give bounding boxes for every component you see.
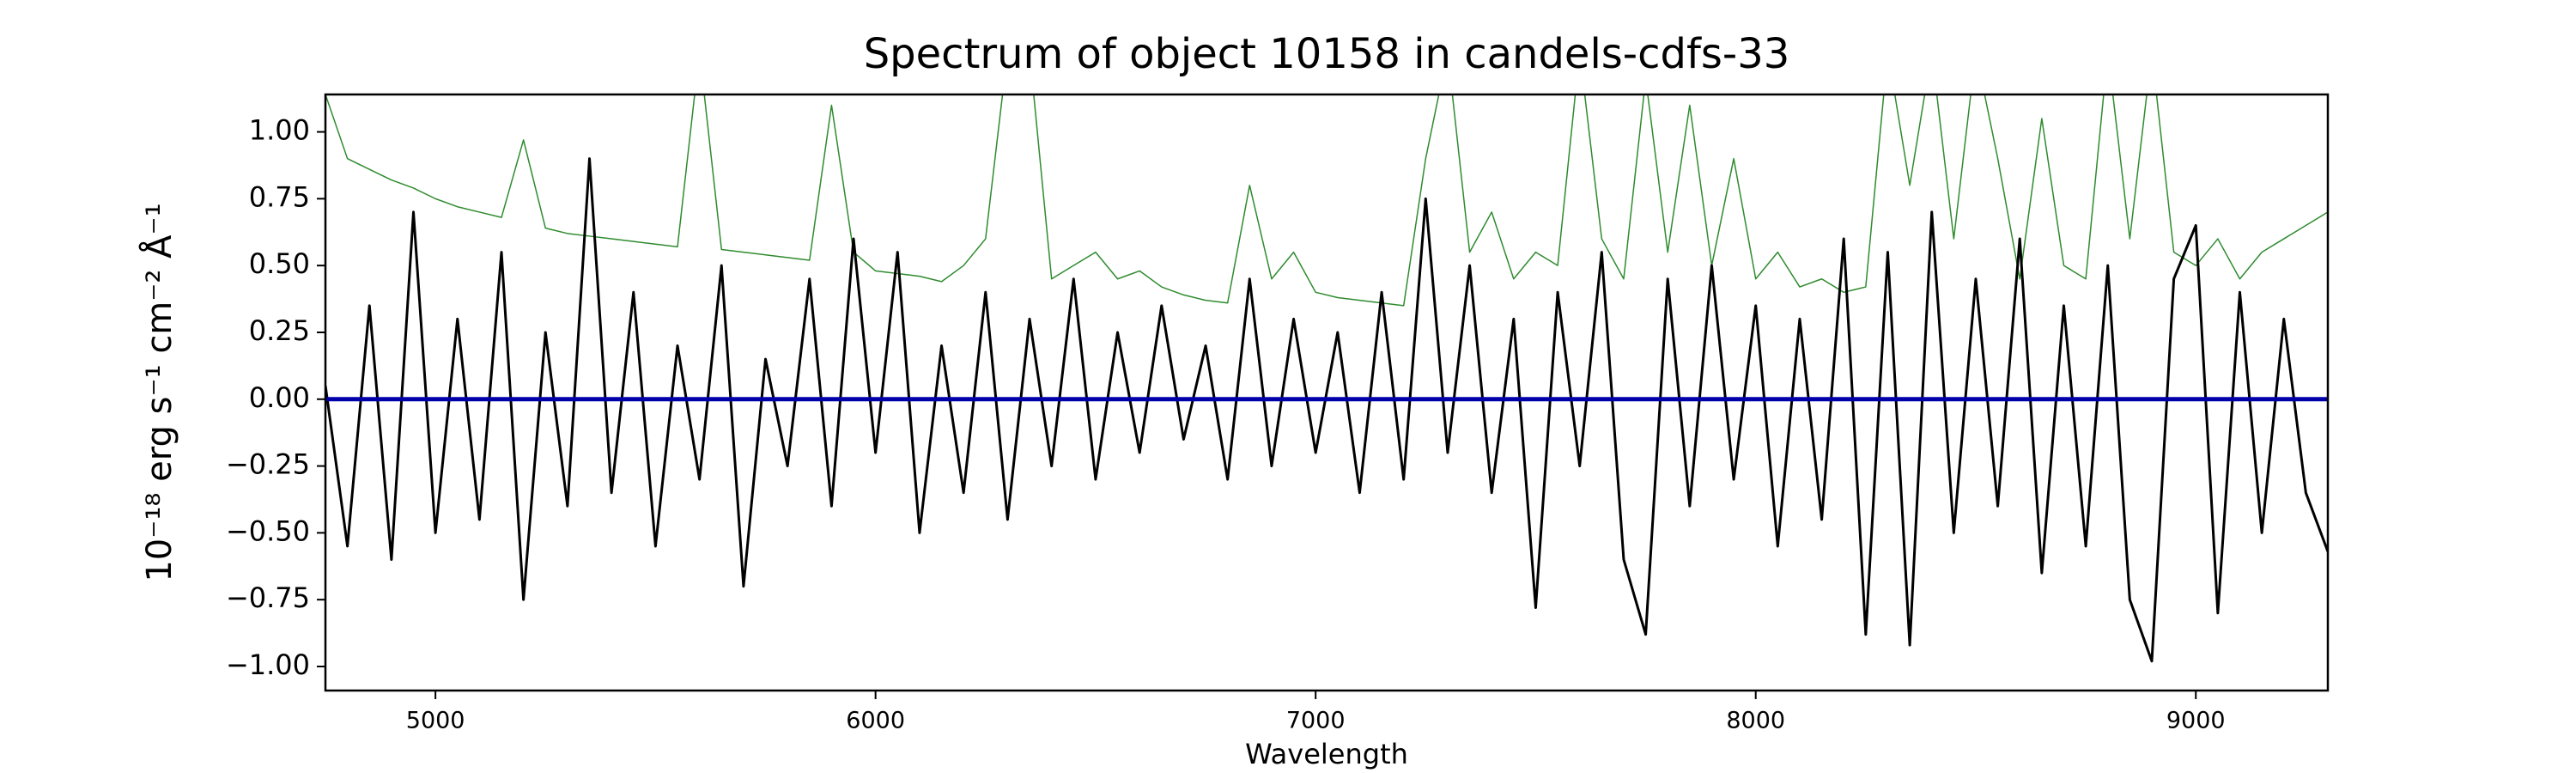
chart-title: Spectrum of object 10158 in candels-cdfs…	[864, 30, 1790, 78]
x-tick-label: 8000	[1726, 708, 1785, 734]
y-tick-label: −0.75	[226, 581, 310, 614]
y-tick-label: 0.50	[249, 247, 310, 280]
y-tick-label: −1.00	[226, 648, 310, 681]
x-tick-label: 5000	[406, 708, 465, 734]
y-tick-label: 0.25	[249, 314, 310, 347]
x-tick-label: 9000	[2166, 708, 2226, 734]
y-axis-label: 10⁻¹⁸ erg s⁻¹ cm⁻² Å⁻¹	[138, 203, 179, 581]
axes: 1.00 0.75 0.50 0.25 0.00 −0.25 −0.50 −0.75 −1.00…	[226, 114, 2226, 734]
y-tick-label: 0.75	[249, 180, 310, 213]
y-tick-label: 1.00	[249, 114, 310, 147]
spectrum-line	[325, 157, 2328, 663]
plot-area	[325, 94, 2328, 663]
spectrum-line	[325, 94, 2328, 307]
x-tick-label: 6000	[846, 708, 905, 734]
x-axis-label: Wavelength	[1245, 738, 1408, 770]
plot-frame	[324, 93, 2330, 692]
y-tick-label: −0.50	[226, 514, 310, 547]
y-tick-label: −0.25	[226, 448, 310, 481]
x-tick-label: 7000	[1286, 708, 1346, 734]
y-tick-label: 0.00	[249, 381, 310, 414]
